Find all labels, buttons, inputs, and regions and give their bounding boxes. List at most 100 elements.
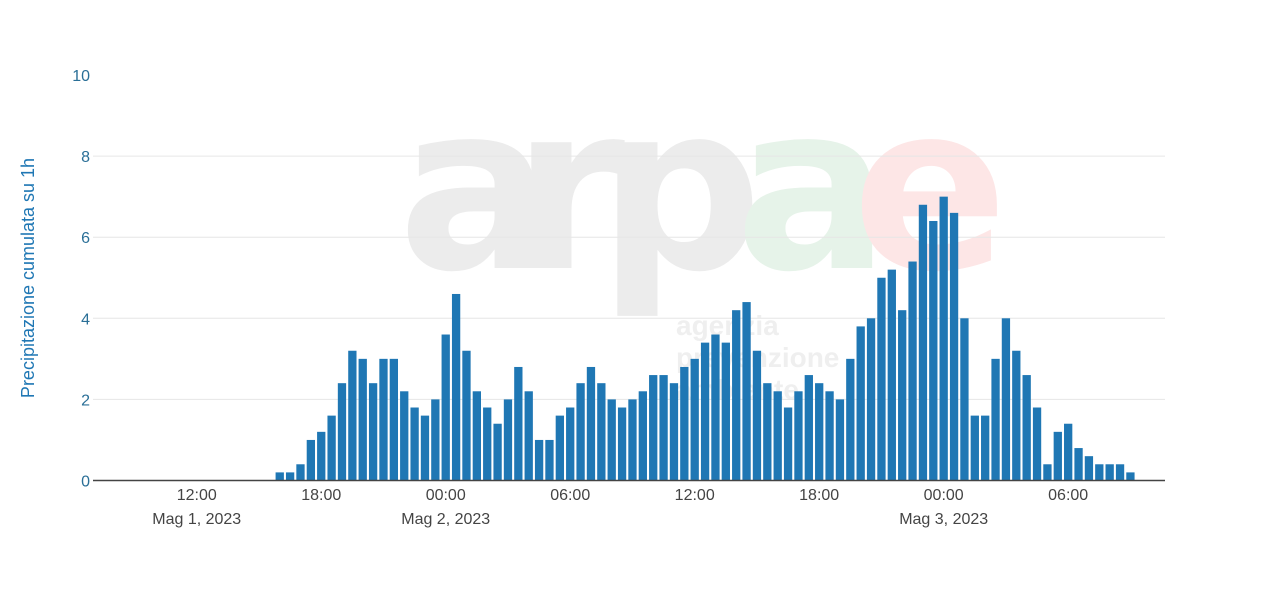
bar xyxy=(877,277,886,481)
bar xyxy=(1001,318,1011,481)
bar xyxy=(908,261,917,481)
y-axis-ticks: 0 2 4 6 8 10 xyxy=(72,68,90,491)
x-tick-label: 00:00 xyxy=(924,487,964,504)
bar xyxy=(887,269,896,481)
bar xyxy=(939,196,948,481)
bar xyxy=(420,415,430,481)
y-axis-label: Precipitazione cumulata su 1h xyxy=(18,158,38,398)
watermark-letter: p xyxy=(598,56,763,323)
bar xyxy=(545,439,554,481)
bar xyxy=(991,358,1000,481)
bar xyxy=(275,472,284,481)
bar xyxy=(960,318,969,481)
x-tick-label: 12:00 xyxy=(675,487,715,504)
bar xyxy=(898,310,907,481)
bar xyxy=(970,415,979,481)
watermark-letter: a xyxy=(735,56,890,323)
bar xyxy=(348,350,357,481)
x-tick-date-label: Mag 3, 2023 xyxy=(899,511,988,528)
bar xyxy=(1084,456,1094,481)
bar xyxy=(700,342,710,481)
y-tick-label: 0 xyxy=(81,474,90,491)
bar xyxy=(711,334,720,481)
y-tick-label: 4 xyxy=(81,311,90,328)
bar xyxy=(358,358,367,481)
x-tick-label: 06:00 xyxy=(550,487,590,504)
bar xyxy=(918,204,928,481)
watermark-tagline: agenzia xyxy=(676,310,779,341)
bar xyxy=(586,366,596,481)
bar xyxy=(451,293,461,481)
y-tick-label: 6 xyxy=(81,230,90,247)
y-tick-label: 8 xyxy=(81,149,90,166)
bar xyxy=(524,391,533,481)
bar xyxy=(493,423,502,481)
bar xyxy=(690,358,699,481)
bar xyxy=(773,391,782,481)
bar xyxy=(389,358,398,481)
bar xyxy=(597,383,606,481)
bar xyxy=(400,391,409,481)
bar xyxy=(949,212,959,481)
x-tick-date-label: Mag 2, 2023 xyxy=(401,511,490,528)
bar xyxy=(296,464,305,481)
bars xyxy=(275,196,1135,481)
watermark-letter: a xyxy=(398,56,553,323)
bar xyxy=(825,391,834,481)
bar xyxy=(815,383,824,481)
bar xyxy=(1064,423,1073,481)
bar xyxy=(555,415,564,481)
x-tick-label: 06:00 xyxy=(1048,487,1088,504)
bar xyxy=(929,220,938,481)
bar xyxy=(835,399,845,481)
bar xyxy=(783,407,793,481)
x-tick-date-label: Mag 1, 2023 xyxy=(152,511,241,528)
y-tick-label: 2 xyxy=(81,392,90,409)
x-tick-label: 18:00 xyxy=(301,487,341,504)
bar xyxy=(285,472,295,481)
x-tick-label: 18:00 xyxy=(799,487,839,504)
bar xyxy=(1043,464,1052,481)
bar xyxy=(1012,350,1021,481)
bar xyxy=(617,407,627,481)
bar xyxy=(680,366,689,481)
bar xyxy=(659,375,668,481)
bar xyxy=(472,391,481,481)
bar xyxy=(649,375,658,481)
bar xyxy=(503,399,513,481)
bar xyxy=(306,439,316,481)
bar xyxy=(441,334,450,481)
bar xyxy=(566,407,575,481)
bar xyxy=(752,350,762,481)
bar xyxy=(721,342,730,481)
bar xyxy=(1053,431,1062,481)
bar xyxy=(856,326,865,481)
bar xyxy=(431,399,440,481)
bar xyxy=(628,399,637,481)
bar xyxy=(534,439,544,481)
bar xyxy=(1095,464,1104,481)
bar xyxy=(317,431,326,481)
bar xyxy=(1022,375,1031,481)
x-tick-label: 00:00 xyxy=(426,487,466,504)
bar xyxy=(846,358,855,481)
bar xyxy=(866,318,876,481)
bar xyxy=(410,407,419,481)
x-tick-label: 12:00 xyxy=(177,487,217,504)
watermark-letter: r xyxy=(512,56,625,323)
bar xyxy=(576,383,585,481)
bar xyxy=(1115,464,1125,481)
bar xyxy=(368,383,378,481)
bar xyxy=(732,310,741,481)
bar xyxy=(1032,407,1042,481)
bar xyxy=(763,383,772,481)
bar xyxy=(462,350,471,481)
bar xyxy=(483,407,492,481)
y-tick-label: 10 xyxy=(72,68,90,85)
bar xyxy=(1105,464,1114,481)
bar xyxy=(804,375,813,481)
bar xyxy=(981,415,990,481)
bar xyxy=(337,383,347,481)
bar xyxy=(1126,472,1135,481)
